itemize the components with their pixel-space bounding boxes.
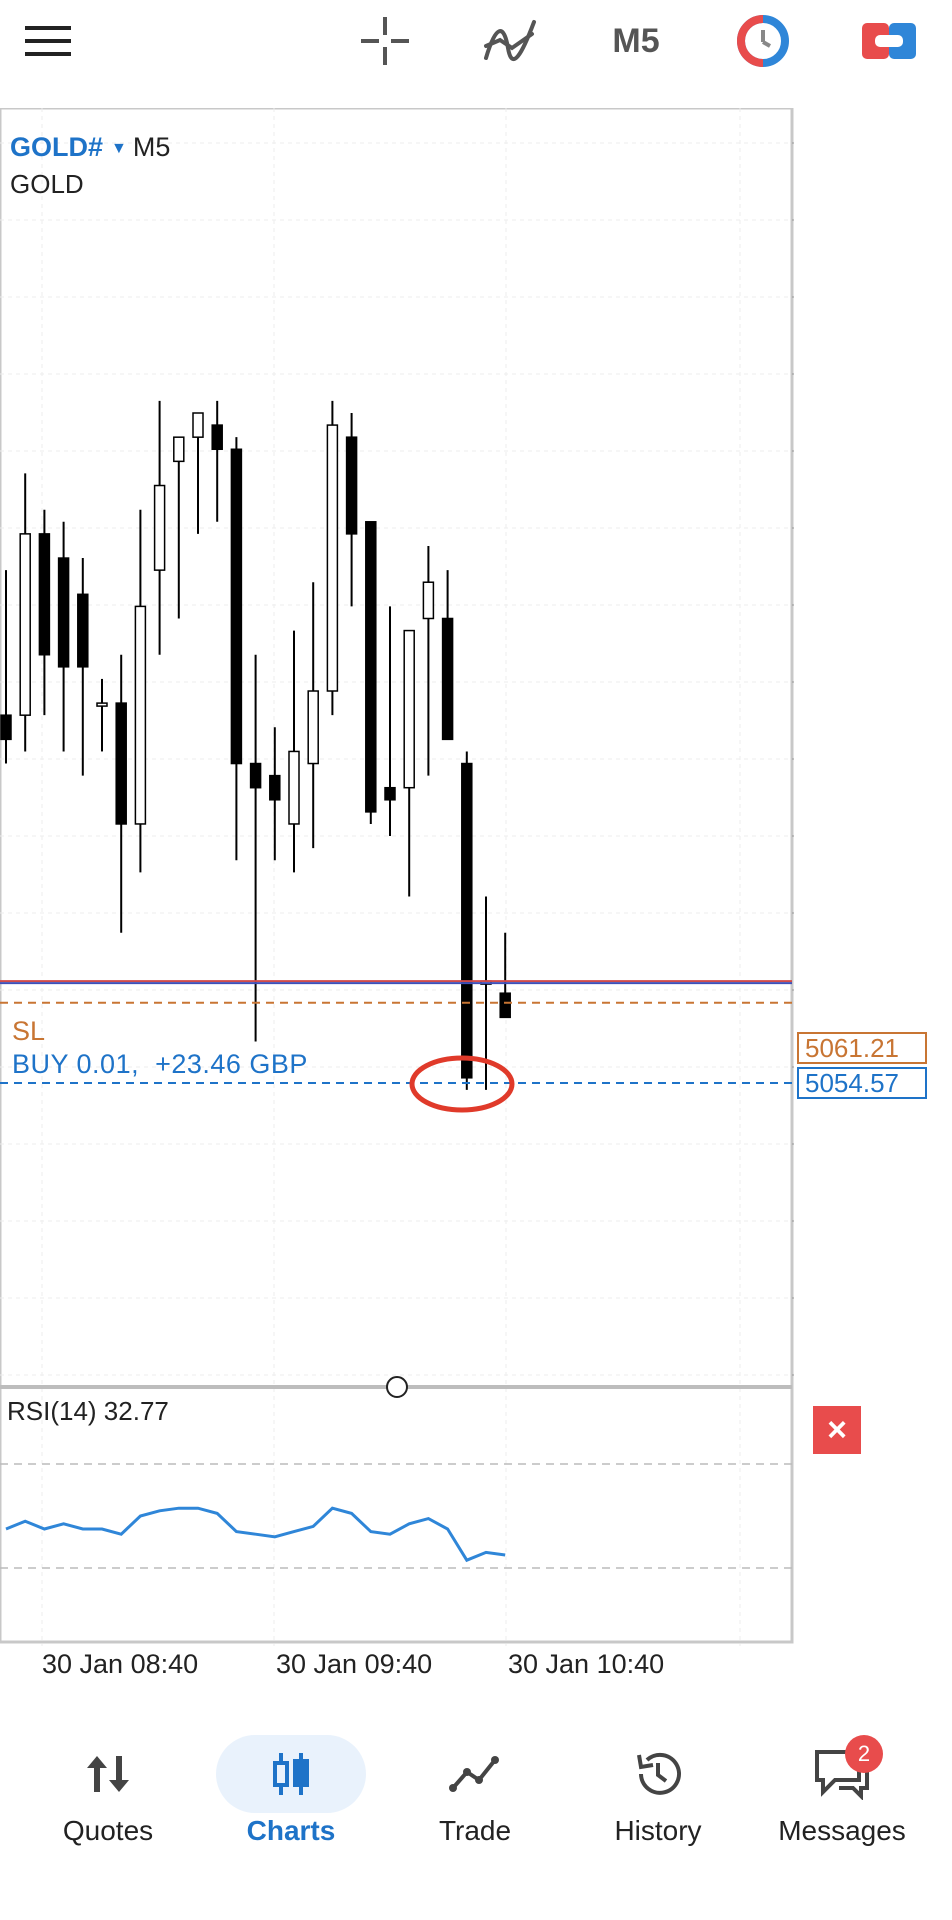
- candle: [422, 581, 435, 620]
- candle: [326, 424, 339, 692]
- candle: [77, 593, 89, 668]
- annotation-circle: [409, 1055, 515, 1113]
- top-toolbar: M5: [0, 0, 952, 82]
- candle: [288, 750, 300, 825]
- candle: [173, 436, 185, 463]
- clock-icon[interactable]: [727, 8, 799, 74]
- chart-area[interactable]: [0, 108, 794, 1646]
- sl-label: SL: [12, 1016, 46, 1046]
- menu-icon[interactable]: [14, 8, 82, 74]
- symbol-name: GOLD#: [10, 132, 104, 162]
- candle: [19, 533, 31, 716]
- candle: [38, 533, 51, 656]
- history-icon: [583, 1735, 733, 1813]
- charts-icon: [216, 1735, 366, 1813]
- candle: [269, 774, 281, 801]
- nav-label: Messages: [778, 1815, 906, 1846]
- rsi-line: [5, 1506, 506, 1563]
- candle: [345, 436, 358, 535]
- nav-history[interactable]: History: [568, 1715, 748, 1865]
- candle: [384, 786, 396, 801]
- nav-label: History: [614, 1815, 702, 1846]
- candle: [211, 424, 223, 451]
- candle: [230, 448, 243, 765]
- candle: [461, 762, 473, 1079]
- chart-canvas[interactable]: [0, 108, 794, 1646]
- entry-price-tag: 5054.57: [797, 1067, 927, 1099]
- time-label: 30 Jan 10:40: [508, 1649, 665, 1679]
- nav-label: Quotes: [62, 1815, 154, 1846]
- messages-icon: [767, 1735, 917, 1813]
- indicators-icon[interactable]: [474, 8, 546, 74]
- trade-toggle-icon[interactable]: [853, 8, 925, 74]
- symbol-description: GOLD: [10, 169, 84, 199]
- candle: [441, 617, 454, 741]
- crosshair-icon[interactable]: [350, 8, 420, 74]
- timeframe-label: M5: [612, 21, 660, 60]
- candle: [57, 557, 70, 668]
- candle: [96, 702, 108, 707]
- nav-label: Charts: [246, 1815, 336, 1846]
- candle: [153, 484, 166, 571]
- symbol-selector[interactable]: GOLD# ▼ M5: [10, 132, 170, 163]
- time-label: 30 Jan 09:40: [276, 1649, 433, 1679]
- messages-badge: 2: [845, 1735, 883, 1773]
- rsi-label: RSI(14) 32.77: [7, 1396, 169, 1426]
- nav-trade[interactable]: Trade: [385, 1715, 565, 1865]
- close-indicator-button[interactable]: ×: [813, 1406, 861, 1454]
- trade-icon: [400, 1735, 550, 1813]
- candle: [192, 412, 204, 438]
- nav-messages[interactable]: Messages: [752, 1715, 932, 1865]
- position-label[interactable]: BUY 0.01, +23.46 GBP: [12, 1049, 308, 1079]
- pane-resize-handle: [386, 1376, 408, 1398]
- candle: [307, 690, 319, 765]
- nav-charts[interactable]: Charts: [201, 1715, 381, 1865]
- quotes-icon: [33, 1735, 183, 1813]
- candle: [499, 992, 511, 1019]
- chart-timeframe: M5: [132, 132, 171, 162]
- nav-quotes[interactable]: Quotes: [18, 1715, 198, 1865]
- candle: [403, 629, 415, 789]
- chart-frame: [0, 108, 794, 1644]
- sl-price-tag: 5061.21: [797, 1032, 927, 1064]
- candle: [249, 762, 262, 789]
- candle: [134, 605, 147, 825]
- candle: [0, 714, 12, 741]
- bottom-navigation: Quotes Charts Trade History Messages: [0, 1715, 952, 1920]
- time-label: 30 Jan 08:40: [42, 1649, 199, 1679]
- candle: [365, 521, 377, 813]
- nav-label: Trade: [438, 1815, 512, 1846]
- caret-down-icon: ▼: [111, 140, 127, 157]
- candle: [115, 702, 127, 825]
- timeframe-button[interactable]: M5: [600, 8, 672, 74]
